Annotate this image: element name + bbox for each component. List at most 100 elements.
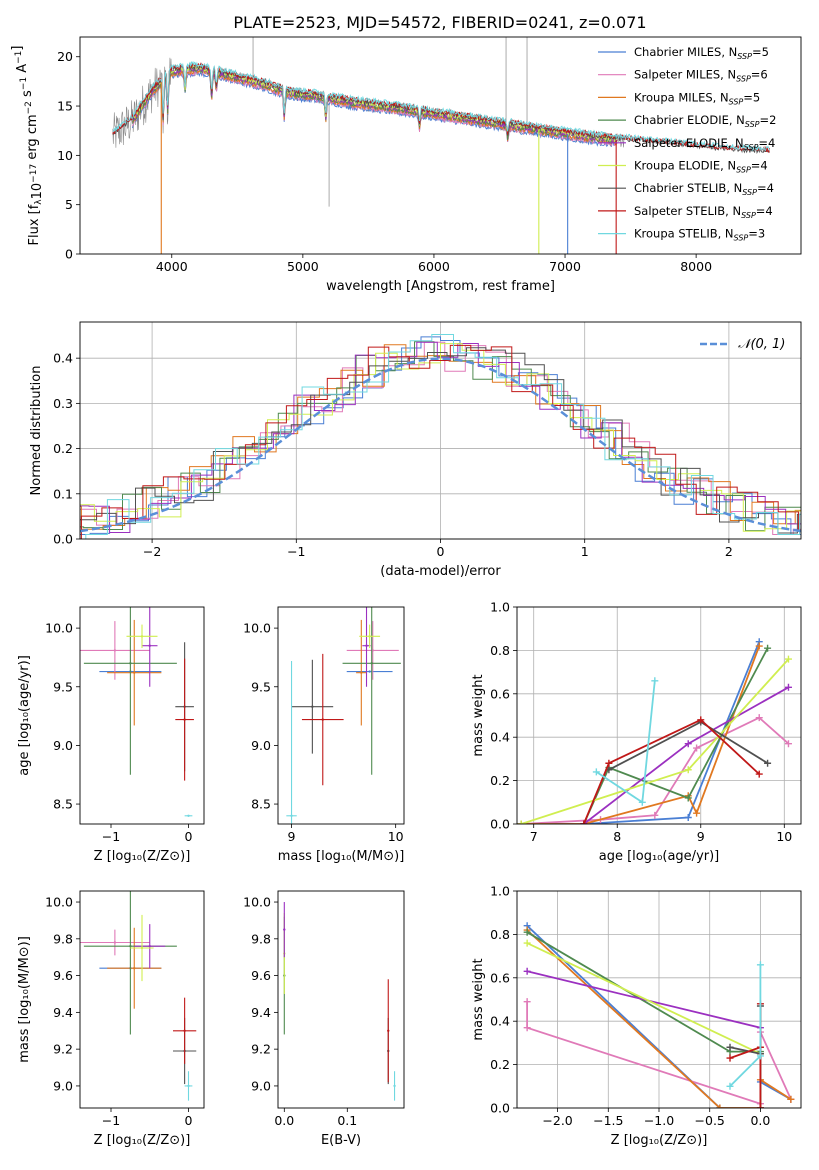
y-tick-label: 10.0 bbox=[45, 621, 73, 636]
weight-point-marker bbox=[755, 642, 763, 650]
errorbar-point bbox=[133, 671, 136, 674]
y-tick-label: 9.0 bbox=[251, 738, 271, 753]
weight-point-marker bbox=[684, 794, 692, 802]
mass_vs_Z-plot-area bbox=[80, 891, 197, 1101]
x-tick-label: 6000 bbox=[418, 259, 450, 274]
errorbar-point bbox=[283, 928, 286, 931]
y-tick-label: 1.0 bbox=[490, 884, 510, 899]
age_vs_Z-axes: −1 0 8.5 9.0 9.5 10.0 Z [log₁₀(Z/Z⊙)] age [log₁… bbox=[17, 621, 193, 864]
y-tick-label: 0.4 bbox=[53, 351, 73, 366]
x-tick-label: −1 bbox=[102, 1113, 120, 1128]
y-tick-label: 1.0 bbox=[490, 600, 510, 615]
y-tick-label: 10 bbox=[57, 148, 73, 163]
errorbar-point bbox=[360, 671, 363, 674]
errorbar-point bbox=[370, 662, 373, 665]
histogram-series bbox=[80, 343, 801, 532]
weight-point-marker bbox=[592, 768, 600, 776]
x-axis-label: Z [log₁₀(Z/Z⊙)] bbox=[611, 1133, 708, 1148]
x-tick-label: 9 bbox=[697, 829, 705, 844]
weight-point-marker bbox=[523, 928, 531, 936]
x-tick-label: −2 bbox=[143, 544, 161, 559]
weight-point-marker bbox=[726, 1043, 734, 1051]
weight-point-marker bbox=[716, 1104, 724, 1108]
legend-label: Kroupa STELIB, NSSP=3 bbox=[634, 227, 765, 243]
spectrum-axes: 4000 5000 6000 7000 8000 0 5 10 15 20 wavelength [… bbox=[10, 46, 712, 295]
y-tick-label: 9.0 bbox=[53, 738, 73, 753]
errorbar-point bbox=[113, 649, 117, 652]
errorbar-point bbox=[290, 814, 293, 817]
y-tick-label: 10.0 bbox=[45, 895, 73, 910]
weight-point-marker bbox=[684, 813, 692, 821]
x-tick-label: −0.5 bbox=[695, 1113, 725, 1128]
y-axis-label: age [log₁₀(age/yr)] bbox=[17, 655, 32, 776]
weight-point-marker bbox=[517, 820, 525, 824]
mass_vs_ebv-frame bbox=[277, 890, 405, 1109]
residuals-frame bbox=[79, 321, 802, 540]
x-axis-label: age [log₁₀(age/yr)] bbox=[599, 849, 720, 864]
weight-point-marker bbox=[523, 939, 531, 947]
mass_vs_ebv-axes: 0.0 0.1 9.0 9.2 9.4 9.6 9.8 10.0 E(B-V) bbox=[243, 895, 361, 1148]
spectrum-model-line bbox=[112, 60, 770, 152]
age_vs_mass-frame bbox=[277, 606, 405, 825]
weight-series-line bbox=[729, 964, 762, 1087]
weight-point-marker bbox=[651, 677, 659, 685]
weight-point-marker bbox=[697, 716, 705, 724]
errorbar-point bbox=[368, 670, 371, 673]
weight-point-marker bbox=[651, 811, 659, 819]
y-tick-label: 9.8 bbox=[251, 931, 271, 946]
mass_weight_vs_age-plot-area bbox=[517, 638, 792, 824]
legend-label: Kroupa ELODIE, NSSP=4 bbox=[634, 159, 768, 175]
legend-label: 𝒩(0, 1) bbox=[738, 337, 785, 352]
y-tick-label: 9.2 bbox=[251, 1042, 271, 1057]
figure-title: PLATE=2523, MJD=54572, FIBERID=0241, z=0… bbox=[233, 13, 646, 32]
y-tick-label: 9.6 bbox=[251, 968, 271, 983]
weight-series-line bbox=[526, 942, 762, 1108]
weight-series-line bbox=[583, 686, 789, 824]
weight-point-marker bbox=[784, 655, 792, 663]
errorbar-point bbox=[129, 662, 132, 665]
spectrum-frame bbox=[79, 36, 802, 255]
mass_weight_vs_age-frame bbox=[516, 606, 802, 825]
histogram-series bbox=[80, 341, 801, 533]
errorbar-point bbox=[393, 1084, 396, 1088]
weight-series-line bbox=[526, 931, 761, 1053]
y-tick-label: 0.6 bbox=[490, 970, 510, 985]
legend-label: Salpeter MILES, NSSP=6 bbox=[634, 68, 768, 84]
y-tick-label: 0.2 bbox=[53, 441, 73, 456]
errorbar-point bbox=[387, 1029, 390, 1032]
mass_vs_ebv-plot-area bbox=[283, 902, 396, 1101]
weight-point-marker bbox=[787, 1095, 795, 1103]
weight-point-marker bbox=[693, 744, 701, 752]
x-axis-label: Z [log₁₀(Z/Z⊙)] bbox=[94, 1133, 191, 1148]
x-tick-label: 0.1 bbox=[337, 1113, 357, 1128]
y-tick-label: 9.4 bbox=[251, 1005, 271, 1020]
errorbar-point bbox=[311, 705, 314, 708]
y-tick-label: 0.0 bbox=[490, 1101, 510, 1116]
age_vs_Z-plot-area bbox=[80, 607, 194, 817]
weight-point-marker bbox=[523, 998, 531, 1006]
errorbar-point bbox=[187, 1084, 190, 1088]
histogram-series bbox=[80, 347, 801, 534]
legend-label: Salpeter ELODIE, NSSP=4 bbox=[634, 136, 775, 152]
errorbar-point bbox=[368, 635, 371, 638]
weight-series-line bbox=[521, 716, 790, 824]
legend-label: Chabrier MILES, NSSP=5 bbox=[634, 45, 769, 61]
y-axis-label: mass [log₁₀(M/M⊙)] bbox=[17, 936, 32, 1063]
x-tick-label: 5000 bbox=[287, 259, 319, 274]
x-tick-label: 10 bbox=[776, 829, 792, 844]
weight-point-marker bbox=[523, 1024, 531, 1032]
weight-point-marker bbox=[580, 820, 588, 824]
weight-series-line bbox=[526, 929, 792, 1108]
mass_weight_vs_Z-axes: −2.0 −1.5 −1.0 −0.5 0.0 0.0 0.2 0.4 0.6 0.8 1.0 Z [… bbox=[471, 884, 801, 1148]
histogram-series bbox=[80, 341, 801, 532]
weight-point-marker bbox=[784, 683, 792, 691]
errorbar-point bbox=[113, 941, 117, 944]
histogram-series bbox=[80, 341, 801, 535]
weight-point-marker bbox=[523, 967, 531, 975]
x-axis-label: Z [log₁₀(Z/Z⊙)] bbox=[94, 849, 191, 864]
residuals-plot-area bbox=[80, 334, 801, 539]
y-tick-label: 9.5 bbox=[53, 679, 73, 694]
y-tick-label: 8.5 bbox=[53, 797, 73, 812]
x-tick-label: 1 bbox=[581, 544, 589, 559]
